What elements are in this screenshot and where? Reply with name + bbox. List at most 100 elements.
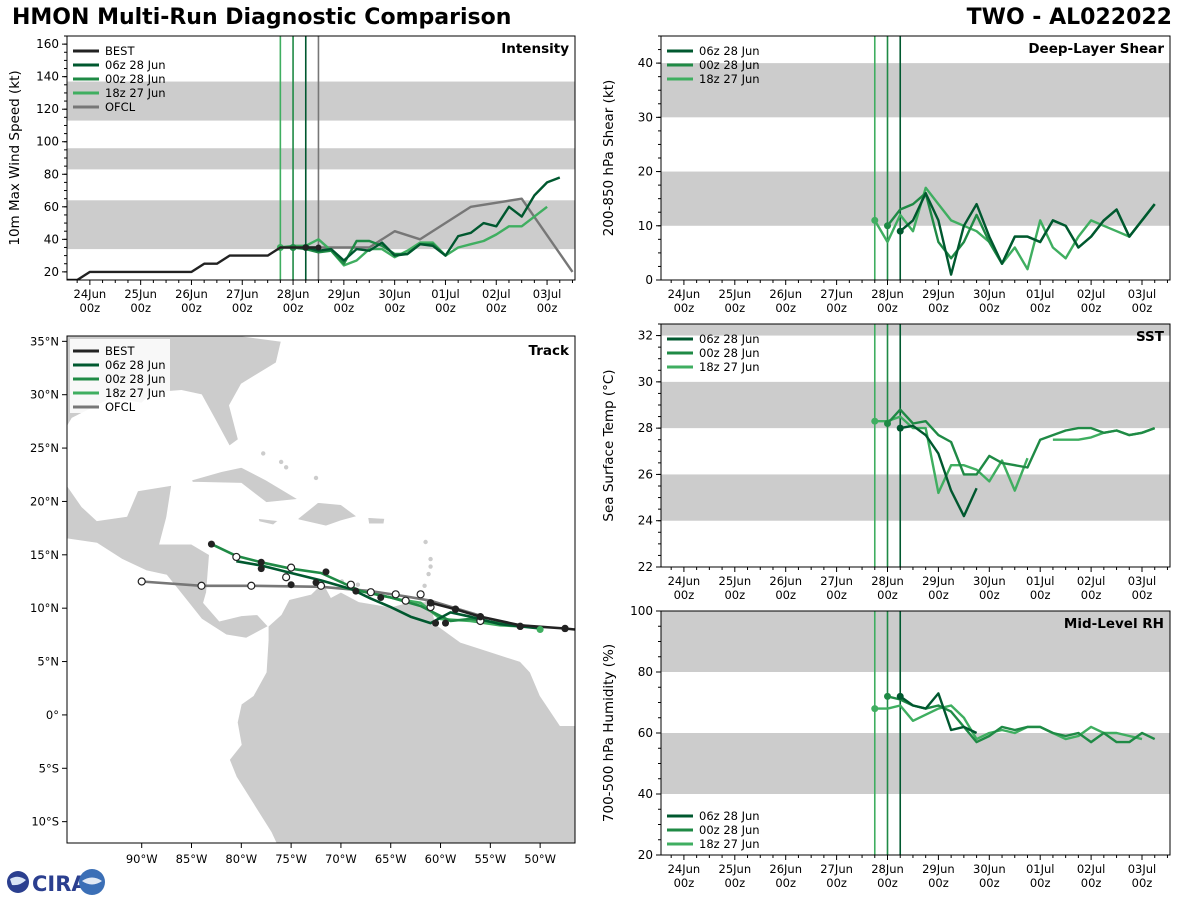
x-tick-label-date: 29Jun [328, 287, 361, 301]
x-tick-label-hour: 00z [775, 301, 796, 315]
x-tick-label-date: 24Jun [668, 287, 701, 301]
legend-label: 00z 28 Jun [699, 346, 760, 360]
x-tick-label-date: 29Jun [922, 862, 955, 876]
x-tick-label-hour: 00z [1132, 301, 1153, 315]
legend-label: 06z 28 Jun [699, 809, 760, 823]
lon-tick-label: 80°W [225, 852, 257, 866]
plot-frame [660, 323, 1171, 568]
chart-rh: 2040608010024Jun00z25Jun00z26Jun00z27Jun… [601, 604, 1171, 890]
x-tick-label-date: 26Jun [769, 574, 802, 588]
x-tick-label-hour: 00z [775, 876, 796, 890]
x-tick-label-hour: 00z [130, 301, 151, 315]
x-tick-label-date: 28Jun [871, 287, 904, 301]
island-land [428, 564, 433, 569]
legend-label: 00z 28 Jun [699, 823, 760, 837]
x-tick-label-date: 25Jun [719, 287, 752, 301]
y-tick-label: 80 [44, 167, 59, 181]
y-tick-label: 26 [638, 467, 653, 481]
x-tick-label-date: 26Jun [175, 287, 208, 301]
track-marker-run [536, 626, 544, 634]
init-point-run06 [896, 692, 904, 700]
init-point-run18 [871, 216, 879, 224]
track-marker-open [232, 552, 241, 562]
series-line-run06 [899, 192, 1156, 276]
init-point-run00 [884, 420, 892, 428]
island-land [313, 475, 319, 481]
x-tick-label-hour: 00z [384, 301, 405, 315]
track-marker-run [432, 619, 440, 627]
storm-id: TWO - AL022022 [966, 5, 1172, 30]
x-tick-label-hour: 00z [1081, 301, 1102, 315]
panel-title: Deep-Layer Shear [1028, 41, 1164, 57]
cuba-land [190, 466, 300, 503]
x-tick-label-hour: 00z [928, 876, 949, 890]
lat-tick-label: 15°N [30, 548, 59, 562]
x-tick-label-date: 27Jun [226, 287, 259, 301]
lon-tick-label: 75°W [275, 852, 307, 866]
x-tick-label-date: 27Jun [820, 862, 853, 876]
init-point-run00 [884, 692, 892, 700]
legend-label: OFCL [105, 400, 136, 414]
x-tick-label-hour: 00z [877, 588, 898, 602]
island-land [422, 583, 427, 588]
x-tick-label-hour: 00z [674, 876, 695, 890]
track-marker-run [427, 599, 435, 607]
x-tick-label-hour: 00z [537, 301, 558, 315]
init-point-run06 [896, 227, 904, 235]
globe-land-icon [10, 876, 26, 886]
track-marker-run [322, 568, 330, 576]
x-tick-label-hour: 00z [1030, 876, 1051, 890]
island-land [426, 571, 431, 577]
x-tick-label-hour: 00z [283, 301, 304, 315]
track-marker-run [287, 581, 295, 589]
track-marker-open [287, 563, 296, 572]
x-tick-label-date: 25Jun [124, 287, 157, 301]
lon-tick-label: 70°W [325, 852, 357, 866]
y-tick-label: 100 [630, 604, 653, 618]
x-tick-label-date: 02Jul [482, 287, 511, 301]
legend-label: 06z 28 Jun [699, 44, 760, 58]
y-tick-label: 100 [36, 135, 59, 149]
x-tick-label-date: 24Jun [668, 862, 701, 876]
lat-tick-label: 5°N [37, 655, 59, 669]
panel-title: Intensity [501, 41, 569, 57]
track-marker-open [247, 581, 256, 590]
x-tick-label-date: 25Jun [719, 574, 752, 588]
x-tick-label-date: 27Jun [820, 574, 853, 588]
track-line-run06 [236, 559, 541, 630]
x-tick-label-date: 26Jun [769, 287, 802, 301]
x-tick-label-hour: 00z [877, 876, 898, 890]
track-marker-run [257, 558, 265, 566]
lon-tick-label: 55°W [474, 852, 506, 866]
series-line-best [67, 246, 319, 280]
legend-label: 06z 28 Jun [105, 358, 166, 372]
threshold-band [661, 324, 1170, 336]
y-tick-label: 30 [638, 375, 653, 389]
x-tick-label-date: 02Jul [1077, 574, 1106, 588]
x-tick-label-hour: 00z [1030, 301, 1051, 315]
x-tick-label-date: 27Jun [820, 287, 853, 301]
y-tick-label: 30 [638, 110, 653, 124]
x-tick-label-date: 30Jun [973, 287, 1006, 301]
threshold-band [661, 63, 1170, 118]
x-tick-label-date: 02Jul [1077, 862, 1106, 876]
legend-label: 00z 28 Jun [699, 58, 760, 72]
chart-intensity: 2040608010012014016024Jun00z25Jun00z26Ju… [7, 35, 576, 315]
track-marker-best [561, 624, 569, 633]
x-tick-label-hour: 00z [181, 301, 202, 315]
central-america-land [67, 484, 269, 639]
y-tick-label: 22 [638, 560, 653, 574]
legend-label: BEST [105, 44, 135, 58]
track-marker-open [391, 590, 400, 599]
y-axis-label: 200-850 hPa Shear (kt) [601, 80, 617, 237]
x-tick-label-hour: 00z [1081, 876, 1102, 890]
island-land [261, 451, 266, 456]
track-marker-best [516, 622, 524, 631]
lat-tick-label: 20°N [30, 494, 59, 508]
series-line-run00 [887, 695, 1156, 744]
x-tick-label-hour: 00z [334, 301, 355, 315]
series-line-run18 [874, 704, 1143, 741]
